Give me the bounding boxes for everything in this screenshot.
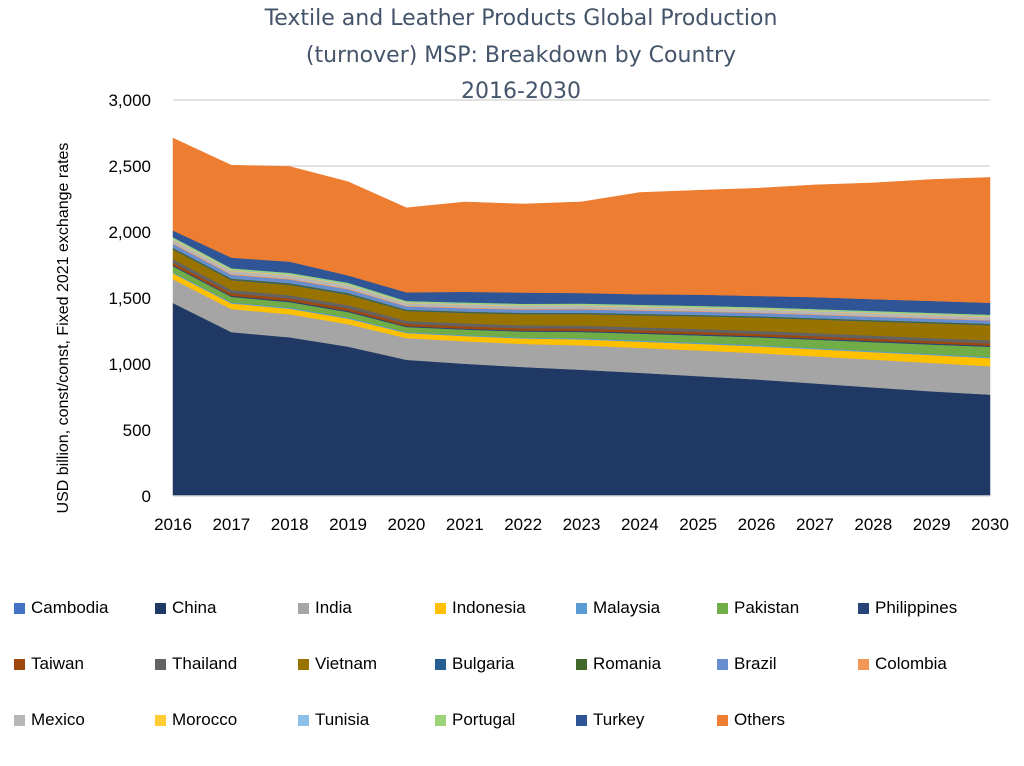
- legend-item-portugal: Portugal: [435, 708, 515, 732]
- legend-swatch: [717, 658, 728, 670]
- legend-item-others: Others: [717, 708, 785, 732]
- legend-swatch: [576, 602, 587, 614]
- legend-swatch: [717, 602, 728, 614]
- legend-swatch: [858, 658, 869, 670]
- legend-swatch: [717, 714, 728, 726]
- x-tick-label: 2020: [388, 515, 426, 534]
- x-tick-label: 2025: [679, 515, 717, 534]
- legend-label: Cambodia: [31, 598, 109, 617]
- chart: Textile and Leather Products Global Prod…: [55, 6, 1009, 534]
- legend-swatch: [576, 658, 587, 670]
- legend-label: Brazil: [734, 654, 777, 673]
- x-tick-label: 2023: [563, 515, 601, 534]
- legend-label: Malaysia: [593, 598, 661, 617]
- legend-swatch: [14, 602, 25, 614]
- legend-item-thailand: Thailand: [155, 652, 237, 676]
- x-tick-label: 2017: [212, 515, 250, 534]
- x-tick-label: 2027: [796, 515, 834, 534]
- axes: 0 500 1,000 1,500 2,000 2,500 3,000 2016 2017 201…: [108, 91, 1008, 534]
- x-tick-label: 2024: [621, 515, 659, 534]
- y-tick-label: 0: [142, 487, 151, 506]
- legend-swatch: [435, 714, 446, 726]
- legend-item-taiwan: Taiwan: [14, 652, 84, 676]
- x-tick-label: 2030: [971, 515, 1009, 534]
- legend-swatch: [298, 658, 309, 670]
- legend-label: Morocco: [172, 710, 238, 729]
- legend-item-pakistan: Pakistan: [717, 596, 799, 620]
- y-tick-label: 2,000: [108, 223, 151, 242]
- legend-label: Others: [734, 710, 786, 729]
- legend-item-mexico: Mexico: [14, 708, 85, 732]
- x-tick-label: 2022: [504, 515, 542, 534]
- legend-item-cambodia: Cambodia: [14, 596, 109, 620]
- legend-label: Romania: [593, 654, 662, 673]
- legend-swatch: [298, 602, 309, 614]
- legend-item-vietnam: Vietnam: [298, 652, 377, 676]
- legend-swatch: [155, 714, 166, 726]
- legend-label: Tunisia: [315, 710, 370, 729]
- legend-swatch: [155, 658, 166, 670]
- y-tick-label: 1,000: [108, 355, 151, 374]
- legend-swatch: [298, 714, 309, 726]
- x-tick-label: 2026: [738, 515, 776, 534]
- legend-label: Thailand: [172, 654, 238, 673]
- legend-label: Indonesia: [452, 598, 526, 617]
- legend-item-romania: Romania: [576, 652, 661, 676]
- legend-label: Pakistan: [734, 598, 800, 617]
- legend-swatch: [435, 602, 446, 614]
- x-tick-label: 2018: [271, 515, 309, 534]
- legend-swatch: [14, 714, 25, 726]
- x-tick-label: 2029: [913, 515, 951, 534]
- legend-item-malaysia: Malaysia: [576, 596, 660, 620]
- legend-label: India: [315, 598, 352, 617]
- legend-label: Taiwan: [31, 654, 84, 673]
- y-tick-label: 1,500: [108, 289, 151, 308]
- y-tick-label: 500: [123, 421, 151, 440]
- legend-item-philippines: Philippines: [858, 596, 957, 620]
- legend-label: Bulgaria: [452, 654, 515, 673]
- chart-title-line-2: (turnover) MSP: Breakdown by Country: [306, 43, 736, 68]
- legend-swatch: [576, 714, 587, 726]
- chart-title-line-1: Textile and Leather Products Global Prod…: [264, 6, 778, 31]
- legend-label: Vietnam: [315, 654, 378, 673]
- area-others: [172, 137, 991, 304]
- x-tick-label: 2028: [854, 515, 892, 534]
- x-tick-label: 2019: [329, 515, 367, 534]
- y-axis-label: USD billion, const/const, Fixed 2021 exc…: [55, 143, 72, 514]
- y-tick-label: 3,000: [108, 91, 151, 110]
- legend-item-colombia: Colombia: [858, 652, 947, 676]
- legend-label: Philippines: [875, 598, 958, 617]
- legend-swatch: [435, 658, 446, 670]
- legend-item-bulgaria: Bulgaria: [435, 652, 514, 676]
- legend-label: Colombia: [875, 654, 947, 673]
- legend-item-turkey: Turkey: [576, 708, 644, 732]
- y-tick-label: 2,500: [108, 157, 151, 176]
- legend-swatch: [858, 602, 869, 614]
- legend-item-morocco: Morocco: [155, 708, 237, 732]
- legend-label: Portugal: [452, 710, 516, 729]
- legend-label: Mexico: [31, 710, 85, 729]
- x-tick-label: 2021: [446, 515, 484, 534]
- legend-item-china: China: [155, 596, 216, 620]
- x-tick-label: 2016: [154, 515, 192, 534]
- legend-item-india: India: [298, 596, 352, 620]
- legend-item-brazil: Brazil: [717, 652, 777, 676]
- legend-swatch: [14, 658, 25, 670]
- legend-item-indonesia: Indonesia: [435, 596, 526, 620]
- legend-label: Turkey: [593, 710, 645, 729]
- stacked-areas: [172, 137, 991, 497]
- legend-swatch: [155, 602, 166, 614]
- legend-label: China: [172, 598, 217, 617]
- legend-item-tunisia: Tunisia: [298, 708, 369, 732]
